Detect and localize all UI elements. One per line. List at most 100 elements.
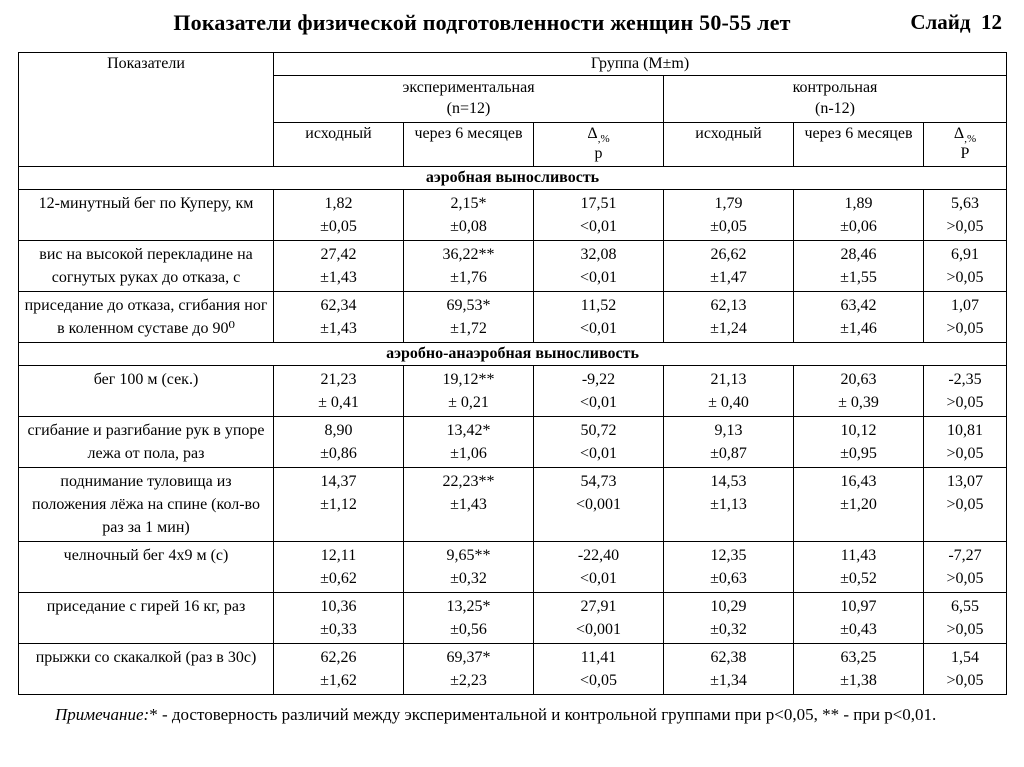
- value-error: >0,05: [946, 319, 984, 337]
- value-error: >0,05: [946, 495, 984, 513]
- header-ctrl-delta: Δ,% Р: [923, 121, 1007, 167]
- value-mean: 62,38: [710, 648, 747, 666]
- header-experimental: экспериментальная (n=12): [273, 75, 664, 123]
- value-error: ±1,13: [710, 495, 747, 513]
- value-mean: 2,15*: [450, 194, 487, 212]
- value-mean: 19,12**: [442, 370, 495, 388]
- value-mean: 69,37*: [446, 648, 491, 666]
- value-error: ±0,87: [710, 444, 747, 462]
- value-cell: 21,23 ± 0,41: [273, 364, 404, 417]
- section-title: аэробная выносливость: [18, 165, 1007, 190]
- indicator-cell: сгибание и разгибание рук в упоре лежа о…: [18, 415, 274, 468]
- value-error: <0,01: [579, 444, 618, 462]
- value-error: ±1,43: [450, 495, 487, 513]
- value-error: >0,05: [946, 444, 984, 462]
- delta-sub: ,%: [597, 132, 610, 145]
- value-error: ±1,62: [320, 671, 357, 689]
- value-cell: 11,41 <0,05: [533, 642, 664, 695]
- value-mean: 6,55: [951, 597, 979, 615]
- value-mean: 11,52: [580, 296, 617, 314]
- value-mean: 36,22**: [442, 245, 495, 263]
- slide-number: Слайд 12: [910, 10, 1002, 34]
- value-cell: 12,11 ±0,62: [273, 540, 404, 593]
- value-mean: 8,90: [324, 421, 353, 439]
- value-mean: 6,91: [951, 245, 979, 263]
- value-mean: 11,43: [840, 546, 877, 564]
- value-error: ±0,52: [840, 569, 877, 587]
- value-mean: 10,29: [710, 597, 747, 615]
- value-mean: 5,63: [951, 194, 979, 212]
- value-mean: 9,13: [714, 421, 743, 439]
- value-mean: 9,65**: [446, 546, 491, 564]
- value-cell: 20,63 ± 0,39: [793, 364, 924, 417]
- table-row: приседание до отказа, сгибания ног в кол…: [18, 290, 1007, 343]
- value-cell: 62,38 ±1,34: [663, 642, 794, 695]
- value-error: ±0,43: [840, 620, 877, 638]
- value-mean: 16,43: [840, 472, 877, 490]
- header-exp-6months: через 6 месяцев: [403, 121, 534, 167]
- value-cell: 19,12** ± 0,21: [403, 364, 534, 417]
- value-mean: 26,62: [710, 245, 747, 263]
- value-mean: -7,27: [948, 546, 982, 564]
- value-error: <0,001: [575, 620, 622, 638]
- value-cell: 50,72 <0,01: [533, 415, 664, 468]
- value-mean: 27,42: [320, 245, 357, 263]
- value-mean: 21,13: [710, 370, 747, 388]
- header-control-name: контрольная: [792, 79, 878, 96]
- value-mean: 12,35: [710, 546, 747, 564]
- value-mean: 22,23**: [442, 472, 495, 490]
- value-mean: 1,07: [951, 296, 979, 314]
- value-cell: 11,52 <0,01: [533, 290, 664, 343]
- value-cell: 27,42 ±1,43: [273, 239, 404, 292]
- value-error: ±0,32: [710, 620, 747, 638]
- value-error: ±1,43: [320, 319, 357, 337]
- value-mean: 21,23: [320, 370, 357, 388]
- value-cell: 10,97 ±0,43: [793, 591, 924, 644]
- value-cell: 13,07 >0,05: [923, 466, 1007, 542]
- footnote: Примечание:* - достоверность различий ме…: [55, 704, 955, 727]
- header-row-group: Показатели Группа (M±m): [18, 52, 1007, 167]
- value-mean: 62,26: [320, 648, 357, 666]
- value-cell: 9,65** ±0,32: [403, 540, 534, 593]
- value-mean: 62,13: [710, 296, 747, 314]
- value-error: >0,05: [946, 268, 984, 286]
- header-experimental-n: (n=12): [446, 99, 491, 117]
- value-cell: 5,63 >0,05: [923, 188, 1007, 241]
- delta-sub: ,%: [964, 132, 977, 145]
- value-cell: 8,90 ±0,86: [273, 415, 404, 468]
- value-cell: 6,55 >0,05: [923, 591, 1007, 644]
- footnote-label: Примечание:: [55, 704, 150, 724]
- value-mean: 1,79: [714, 194, 743, 212]
- value-mean: 1,89: [844, 194, 873, 212]
- value-mean: 63,25: [840, 648, 877, 666]
- value-cell: 12,35 ±0,63: [663, 540, 794, 593]
- header-control-n: (n-12): [815, 99, 855, 117]
- value-cell: 10,29 ±0,32: [663, 591, 794, 644]
- value-error: <0,01: [579, 393, 618, 411]
- header-indicators: Показатели: [18, 52, 274, 167]
- value-error: <0,001: [575, 495, 622, 513]
- value-mean: 13,25*: [446, 597, 491, 615]
- value-error: ±1,34: [710, 671, 747, 689]
- value-cell: -9,22 <0,01: [533, 364, 664, 417]
- value-cell: 28,46 ±1,55: [793, 239, 924, 292]
- value-mean: 10,36: [320, 597, 357, 615]
- value-error: ±1,72: [450, 319, 487, 337]
- slide-header: Показатели физической подготовленности ж…: [0, 0, 1024, 50]
- value-mean: -2,35: [948, 370, 982, 388]
- header-ctrl-p: Р: [960, 145, 970, 163]
- value-cell: 62,26 ±1,62: [273, 642, 404, 695]
- header-exp-initial: исходный: [273, 121, 404, 167]
- value-error: <0,01: [579, 217, 618, 235]
- value-cell: 11,43 ±0,52: [793, 540, 924, 593]
- value-error: >0,05: [946, 620, 984, 638]
- value-error: ±0,32: [450, 569, 487, 587]
- value-error: ±1,20: [840, 495, 877, 513]
- value-cell: -22,40 <0,01: [533, 540, 664, 593]
- indicator-cell: челночный бег 4х9 м (с): [18, 540, 274, 593]
- value-error: ±1,12: [320, 495, 357, 513]
- value-error: >0,05: [946, 393, 984, 411]
- indicator-cell: приседание до отказа, сгибания ног в кол…: [18, 290, 274, 343]
- value-mean: 13,07: [947, 472, 983, 490]
- value-error: ±0,05: [320, 217, 357, 235]
